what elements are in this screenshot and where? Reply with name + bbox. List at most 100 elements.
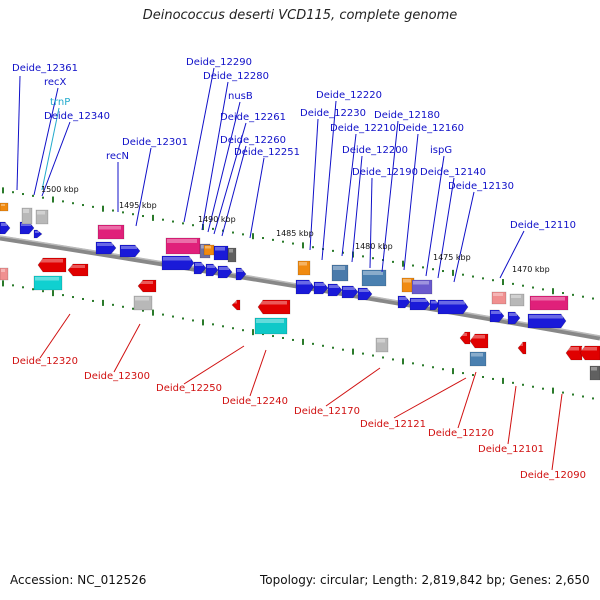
feature-layer bbox=[0, 202, 600, 381]
gene-label: Deide_12090 bbox=[520, 470, 586, 481]
gene-feature-highlight bbox=[491, 311, 501, 314]
gene-feature bbox=[21, 207, 33, 225]
gene-label: Deide_12261 bbox=[220, 112, 286, 123]
gene-feature-highlight bbox=[215, 247, 225, 251]
gene-feature-highlight bbox=[135, 297, 149, 301]
tick-mark-lower bbox=[72, 296, 74, 299]
gene-feature-highlight bbox=[377, 339, 385, 343]
gene-feature-highlight bbox=[237, 269, 243, 272]
gene-feature-highlight bbox=[363, 271, 383, 275]
gene-label: Deide_12190 bbox=[352, 167, 418, 178]
leader-line bbox=[41, 107, 60, 191]
gene-feature bbox=[589, 365, 600, 381]
leader-line bbox=[457, 371, 477, 429]
tick-mark-upper bbox=[592, 297, 594, 300]
gene-feature-highlight bbox=[163, 257, 191, 261]
gene-label: Deide_12130 bbox=[448, 181, 514, 192]
tick-mark-lower bbox=[172, 315, 174, 318]
gene-label: Deide_12320 bbox=[12, 356, 78, 367]
gene-label: Deide_12290 bbox=[186, 57, 252, 68]
gene-feature-highlight bbox=[471, 335, 485, 339]
tick-mark-lower bbox=[462, 372, 464, 375]
gene-label: nusB bbox=[228, 91, 253, 102]
tick-mark-upper bbox=[502, 279, 504, 286]
tick-mark-lower bbox=[102, 299, 104, 306]
gene-feature bbox=[459, 331, 471, 345]
leader-line bbox=[213, 122, 247, 235]
tick-mark-lower bbox=[2, 280, 4, 287]
tick-mark-upper bbox=[362, 255, 364, 258]
tick-mark-upper bbox=[302, 242, 304, 249]
tick-mark-lower bbox=[432, 366, 434, 369]
leader-line bbox=[321, 100, 337, 261]
tick-mark-lower bbox=[12, 284, 14, 287]
leader-line bbox=[113, 323, 141, 373]
gene-feature-highlight bbox=[511, 295, 521, 298]
gene-feature bbox=[529, 295, 569, 311]
leader-line bbox=[33, 87, 59, 196]
gene-feature-highlight bbox=[233, 301, 237, 304]
tick-mark-lower bbox=[292, 338, 294, 341]
tick-mark-lower bbox=[422, 364, 424, 367]
leader-line bbox=[369, 177, 373, 269]
tick-mark-lower bbox=[372, 354, 374, 357]
gene-feature bbox=[33, 229, 43, 239]
tick-mark-upper bbox=[532, 286, 534, 289]
gene-feature-highlight bbox=[229, 249, 233, 253]
gene-label: Deide_12340 bbox=[44, 111, 110, 122]
tick-mark-lower bbox=[482, 375, 484, 378]
gene-labels: Deide_12361 recX trnP Deide_12340 Deide_1230… bbox=[12, 57, 586, 481]
gene-label: Deide_12260 bbox=[220, 135, 286, 146]
tick-mark-upper bbox=[432, 268, 434, 271]
tick-mark-lower bbox=[212, 323, 214, 326]
tick-mark-upper bbox=[22, 193, 24, 196]
tick-mark-lower bbox=[312, 342, 314, 345]
gene-feature bbox=[579, 345, 600, 361]
tick-mark-lower bbox=[162, 313, 164, 316]
tick-mark-lower bbox=[122, 305, 124, 308]
gene-label: Deide_12250 bbox=[156, 383, 222, 394]
gene-label: Deide_12251 bbox=[234, 147, 300, 158]
leader-line bbox=[207, 101, 241, 233]
leader-line bbox=[201, 81, 229, 231]
gene-feature-highlight bbox=[509, 313, 517, 316]
kbp-label: 1470 kbp bbox=[512, 265, 550, 274]
accession-text: Accession: NC_012526 bbox=[10, 573, 147, 587]
tick-mark-upper bbox=[252, 233, 254, 240]
kbp-label: 1495 kbp bbox=[119, 201, 157, 210]
gene-label: recX bbox=[44, 77, 67, 88]
gene-feature bbox=[257, 299, 291, 315]
gene-feature-highlight bbox=[591, 367, 597, 371]
leader-lines bbox=[16, 67, 563, 471]
leader-line bbox=[381, 120, 399, 273]
gene-feature-highlight bbox=[37, 211, 45, 215]
tick-mark-upper bbox=[102, 205, 104, 212]
kbp-label: 1480 kbp bbox=[355, 242, 393, 251]
tick-mark-lower bbox=[522, 383, 524, 386]
gene-feature-highlight bbox=[256, 319, 284, 323]
gene-label: Deide_12300 bbox=[84, 371, 150, 382]
tick-mark-upper bbox=[172, 220, 174, 223]
tick-mark-upper bbox=[112, 209, 114, 212]
gene-label: Deide_12140 bbox=[420, 167, 486, 178]
gene-feature-highlight bbox=[581, 347, 597, 351]
gene-feature bbox=[361, 269, 387, 287]
leader-line bbox=[507, 385, 517, 445]
gene-feature bbox=[205, 263, 219, 277]
tick-mark-lower bbox=[342, 348, 344, 351]
gene-feature bbox=[507, 311, 521, 325]
gene-feature bbox=[327, 283, 343, 297]
gene-feature bbox=[0, 202, 9, 212]
gene-label: Deide_12240 bbox=[222, 396, 288, 407]
gene-label: Deide_12160 bbox=[398, 123, 464, 134]
gene-feature-highlight bbox=[567, 347, 579, 351]
gene-feature-highlight bbox=[329, 285, 339, 288]
tick-mark-upper bbox=[292, 242, 294, 245]
gene-feature bbox=[133, 295, 153, 311]
tick-mark-upper bbox=[342, 251, 344, 254]
tick-mark-upper bbox=[512, 282, 514, 285]
gene-feature-highlight bbox=[461, 333, 467, 336]
gene-feature-highlight bbox=[139, 281, 153, 284]
leader-line bbox=[183, 345, 245, 385]
tick-mark-lower bbox=[42, 290, 44, 293]
